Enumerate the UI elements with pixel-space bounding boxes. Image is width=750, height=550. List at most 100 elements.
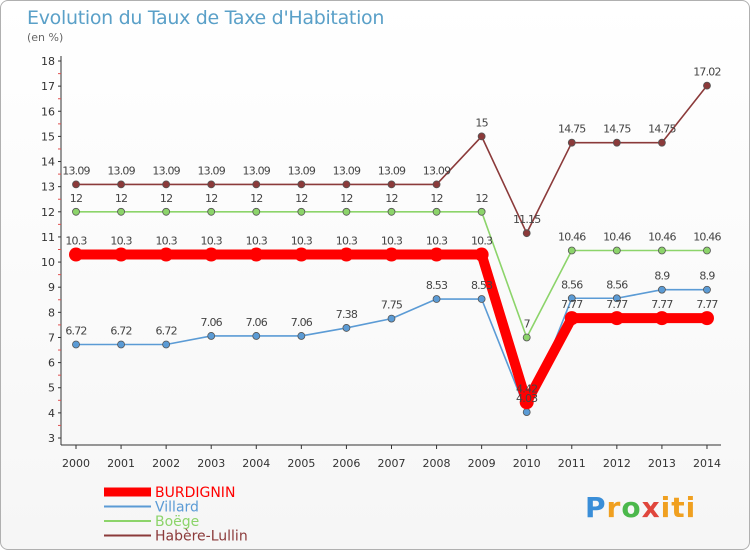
- data-point-boege: [612, 246, 621, 255]
- y-tick-label: 10: [41, 256, 55, 269]
- data-label-habere-lullin: 13.09: [333, 164, 361, 177]
- data-point-habere-lullin: [342, 180, 351, 189]
- x-tick-label: 2001: [107, 457, 135, 470]
- data-label-habere-lullin: 14.75: [558, 123, 586, 136]
- x-tick-label: 2004: [242, 457, 270, 470]
- x-tick-label: 2000: [62, 457, 90, 470]
- data-label-boege: 10.46: [603, 231, 631, 244]
- data-point-villard: [432, 295, 441, 303]
- data-label-burdignin: 10.3: [291, 235, 313, 248]
- data-point-habere-lullin: [432, 180, 441, 189]
- data-label-boege: 12: [115, 192, 127, 205]
- x-tick-label: 2010: [513, 457, 541, 470]
- data-label-burdignin: 7.77: [696, 298, 718, 311]
- data-label-boege: 12: [160, 192, 172, 205]
- data-label-boege: 12: [385, 192, 397, 205]
- data-label-villard: 6.72: [110, 325, 131, 338]
- data-label-habere-lullin: 11.15: [513, 213, 541, 226]
- data-point-habere-lullin: [207, 180, 216, 189]
- data-label-burdignin: 10.3: [381, 235, 403, 248]
- data-label-boege: 10.46: [558, 231, 586, 244]
- data-label-villard: 7.06: [291, 316, 313, 329]
- data-label-villard: 8.56: [606, 278, 628, 291]
- data-point-villard: [297, 332, 306, 340]
- data-label-habere-lullin: 14.75: [648, 123, 676, 136]
- data-point-burdignin: [609, 311, 624, 326]
- data-point-boege: [567, 246, 576, 255]
- data-point-villard: [207, 332, 216, 340]
- data-point-burdignin: [339, 247, 354, 262]
- data-label-boege: 10.46: [693, 231, 721, 244]
- x-tick-label: 2014: [693, 457, 721, 470]
- chart-title: Evolution du Taux de Taxe d'Habitation: [27, 7, 385, 29]
- data-point-burdignin: [69, 247, 83, 262]
- y-tick-label: 7: [48, 331, 55, 344]
- data-point-burdignin: [114, 247, 129, 262]
- y-tick-label: 11: [41, 231, 55, 244]
- data-point-habere-lullin: [117, 180, 125, 189]
- y-tick-label: 3: [48, 432, 55, 445]
- data-label-burdignin: 7.77: [651, 298, 673, 311]
- data-label-burdignin: 10.3: [426, 235, 448, 248]
- data-label-habere-lullin: 13.09: [197, 164, 225, 177]
- y-tick-label: 6: [48, 357, 55, 370]
- data-point-boege: [252, 207, 261, 216]
- data-point-villard: [342, 324, 351, 332]
- data-label-villard: 7.06: [246, 316, 268, 329]
- data-point-boege: [432, 207, 441, 216]
- data-point-burdignin: [474, 247, 489, 262]
- data-label-habere-lullin: 13.09: [243, 164, 271, 177]
- data-label-villard: 6.72: [65, 325, 86, 338]
- data-label-boege: 12: [70, 192, 82, 205]
- data-point-habere-lullin: [297, 180, 306, 189]
- data-point-burdignin: [204, 247, 219, 262]
- data-point-villard: [72, 340, 80, 349]
- data-label-boege: 12: [205, 192, 217, 205]
- data-point-burdignin: [699, 311, 714, 326]
- data-label-boege: 7: [524, 317, 531, 330]
- y-tick-label: 5: [48, 382, 55, 395]
- data-point-burdignin: [519, 395, 534, 410]
- data-point-villard: [252, 332, 261, 340]
- data-point-habere-lullin: [703, 81, 711, 90]
- data-label-burdignin: 4.42: [516, 382, 537, 395]
- data-point-habere-lullin: [252, 180, 261, 189]
- data-point-burdignin: [564, 311, 579, 326]
- x-tick-label: 2006: [332, 457, 360, 470]
- y-tick-label: 15: [41, 130, 55, 143]
- data-label-burdignin: 7.77: [561, 298, 583, 311]
- data-point-boege: [72, 207, 80, 216]
- x-tick-label: 2008: [423, 457, 451, 470]
- data-label-villard: 8.56: [561, 278, 583, 291]
- x-tick-label: 2009: [468, 457, 496, 470]
- data-label-habere-lullin: 13.09: [62, 164, 90, 177]
- data-label-villard: 7.06: [201, 316, 223, 329]
- data-label-habere-lullin: 13.09: [378, 164, 406, 177]
- x-tick-label: 2011: [558, 457, 586, 470]
- data-label-burdignin: 7.77: [606, 298, 628, 311]
- data-label-villard: 8.9: [699, 270, 715, 283]
- data-label-habere-lullin: 13.09: [107, 164, 135, 177]
- data-label-villard: 8.53: [471, 279, 493, 292]
- data-point-burdignin: [384, 247, 399, 262]
- data-label-burdignin: 10.3: [65, 235, 87, 248]
- data-point-boege: [117, 207, 125, 216]
- data-label-habere-lullin: 14.75: [603, 123, 631, 136]
- y-tick-label: 18: [41, 55, 55, 68]
- data-point-villard: [117, 340, 125, 349]
- data-point-boege: [162, 207, 171, 216]
- data-label-habere-lullin: 13.09: [288, 164, 316, 177]
- x-tick-label: 2007: [377, 457, 405, 470]
- data-point-boege: [477, 207, 486, 216]
- data-point-boege: [297, 207, 306, 216]
- proxiti-logo: Proxiti: [585, 491, 697, 524]
- data-point-villard: [477, 295, 486, 303]
- data-point-burdignin: [159, 247, 174, 262]
- data-point-boege: [207, 207, 216, 216]
- legend-label-habere-lullin: Habère-Lullin: [155, 529, 248, 545]
- data-label-boege: 12: [340, 192, 352, 205]
- data-label-burdignin: 10.3: [110, 235, 132, 248]
- data-point-boege: [703, 246, 711, 255]
